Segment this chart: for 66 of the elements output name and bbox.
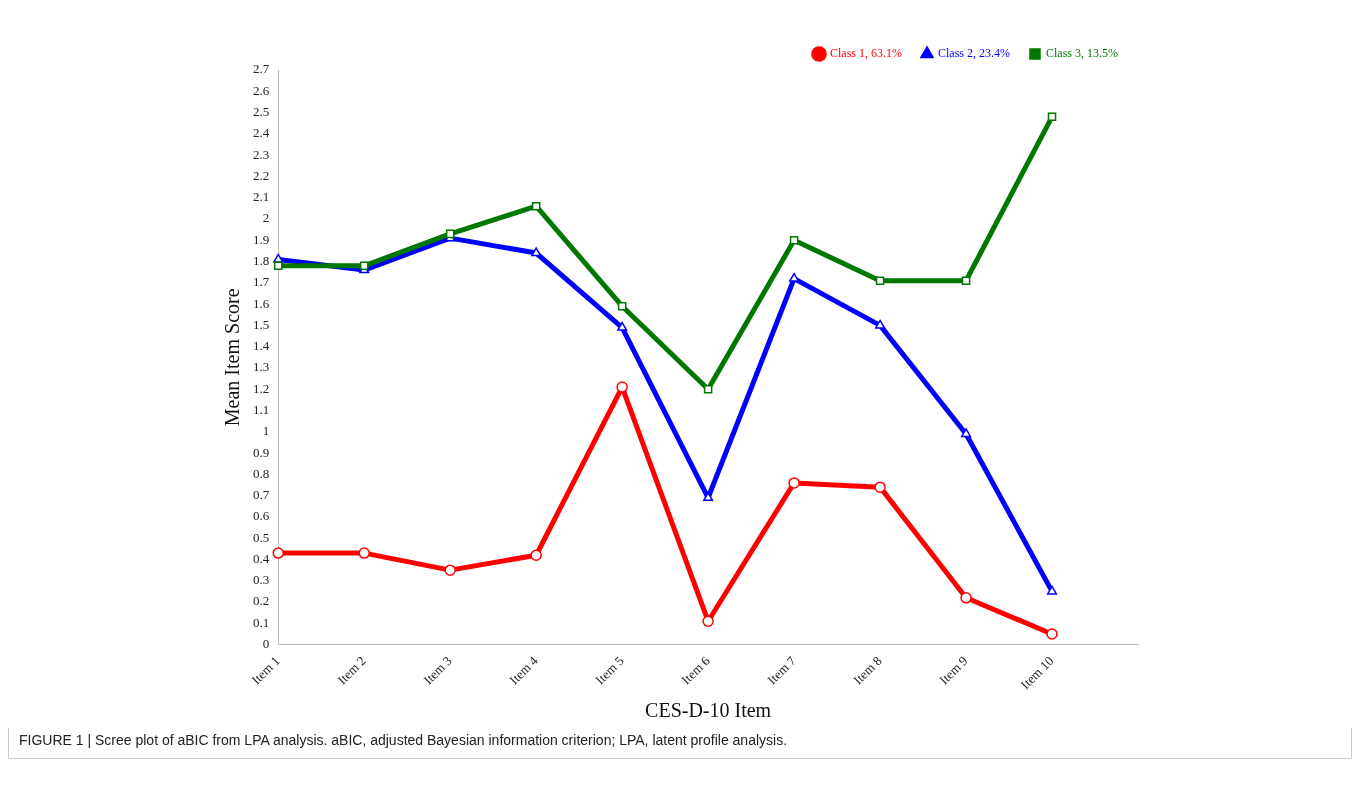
y-axis-title: Mean Item Score bbox=[221, 288, 244, 427]
x-tick-label: Item 10 bbox=[1017, 653, 1057, 693]
point bbox=[531, 201, 541, 211]
y-tick-label: 0.6 bbox=[253, 508, 270, 524]
y-tick-label: 2.5 bbox=[253, 103, 270, 119]
point bbox=[444, 564, 456, 576]
x-axis-title: CES-D-10 Item bbox=[645, 699, 772, 722]
y-tick-label: 1.9 bbox=[253, 231, 270, 247]
y-tick-label: 2.2 bbox=[253, 167, 270, 183]
legend-label: Class 1, 63.1% bbox=[830, 46, 902, 61]
point bbox=[1046, 628, 1058, 640]
point bbox=[961, 276, 971, 285]
x-tick-label: Item 6 bbox=[678, 652, 714, 688]
y-tick-label: 0.7 bbox=[253, 487, 270, 503]
y-tick-label: 1.8 bbox=[253, 252, 270, 268]
point bbox=[1046, 585, 1058, 595]
y-tick-label: 0.8 bbox=[253, 465, 270, 481]
point bbox=[1047, 112, 1057, 122]
y-tick-label: 2.3 bbox=[253, 146, 270, 162]
point bbox=[616, 381, 628, 393]
point bbox=[960, 592, 972, 604]
point bbox=[272, 547, 284, 559]
point bbox=[875, 319, 886, 329]
y-tick-label: 2 bbox=[262, 210, 270, 226]
point bbox=[617, 301, 627, 311]
y-tick-label: 1.6 bbox=[253, 295, 270, 311]
y-tick-label: 2.1 bbox=[253, 189, 270, 205]
point bbox=[273, 261, 283, 271]
y-tick-label: 0.5 bbox=[253, 529, 270, 545]
y-tick-label: 0 bbox=[262, 636, 270, 652]
y-tick-label: 1.5 bbox=[253, 316, 270, 332]
caption: FIGURE 1 | Scree plot of aBIC from LPA analysis. aBIC, adjusted Bayesian information criterion; LPA, latent profile analysis. bbox=[19, 732, 789, 748]
y-tick-label: 1 bbox=[262, 423, 270, 439]
legend-label: Class 2, 23.4% bbox=[938, 46, 1010, 61]
point bbox=[530, 549, 542, 561]
x-tick-label: Item 7 bbox=[764, 652, 799, 688]
y-tick-label: 0.4 bbox=[253, 550, 270, 566]
point bbox=[702, 615, 714, 627]
legend-label: Class 3, 13.5% bbox=[1046, 46, 1118, 61]
point bbox=[788, 477, 800, 489]
x-tick-label: Item 9 bbox=[936, 653, 971, 688]
y-tick-label: 0.3 bbox=[253, 572, 270, 588]
y-tick-label: 1.1 bbox=[253, 401, 270, 417]
x-tick-label: Item 1 bbox=[248, 653, 283, 688]
y-tick-label: 1.3 bbox=[253, 359, 270, 375]
y-tick-label: 0.1 bbox=[253, 614, 270, 630]
point bbox=[874, 481, 886, 493]
point bbox=[960, 428, 972, 438]
y-tick-label: 1.4 bbox=[253, 338, 270, 354]
y-tick-label: 1.2 bbox=[253, 380, 270, 396]
y-tick-label: 2.7 bbox=[253, 61, 270, 77]
x-tick-label: Item 2 bbox=[334, 653, 369, 688]
y-tick-label: 1.7 bbox=[253, 274, 270, 290]
x-tick-label: Item 8 bbox=[850, 653, 885, 688]
y-tick-label: 2.6 bbox=[253, 82, 270, 98]
point bbox=[789, 235, 799, 245]
y-tick-label: 0.9 bbox=[253, 444, 270, 460]
x-tick-label: Item 5 bbox=[592, 653, 627, 688]
point bbox=[617, 321, 628, 331]
point bbox=[875, 276, 885, 285]
y-tick-label: 2.4 bbox=[253, 125, 270, 141]
x-tick-label: Item 4 bbox=[506, 652, 542, 688]
x-tick-label: Item 3 bbox=[420, 653, 455, 688]
point bbox=[531, 247, 542, 257]
y-tick-label: 0.2 bbox=[253, 593, 270, 609]
point bbox=[358, 547, 370, 559]
